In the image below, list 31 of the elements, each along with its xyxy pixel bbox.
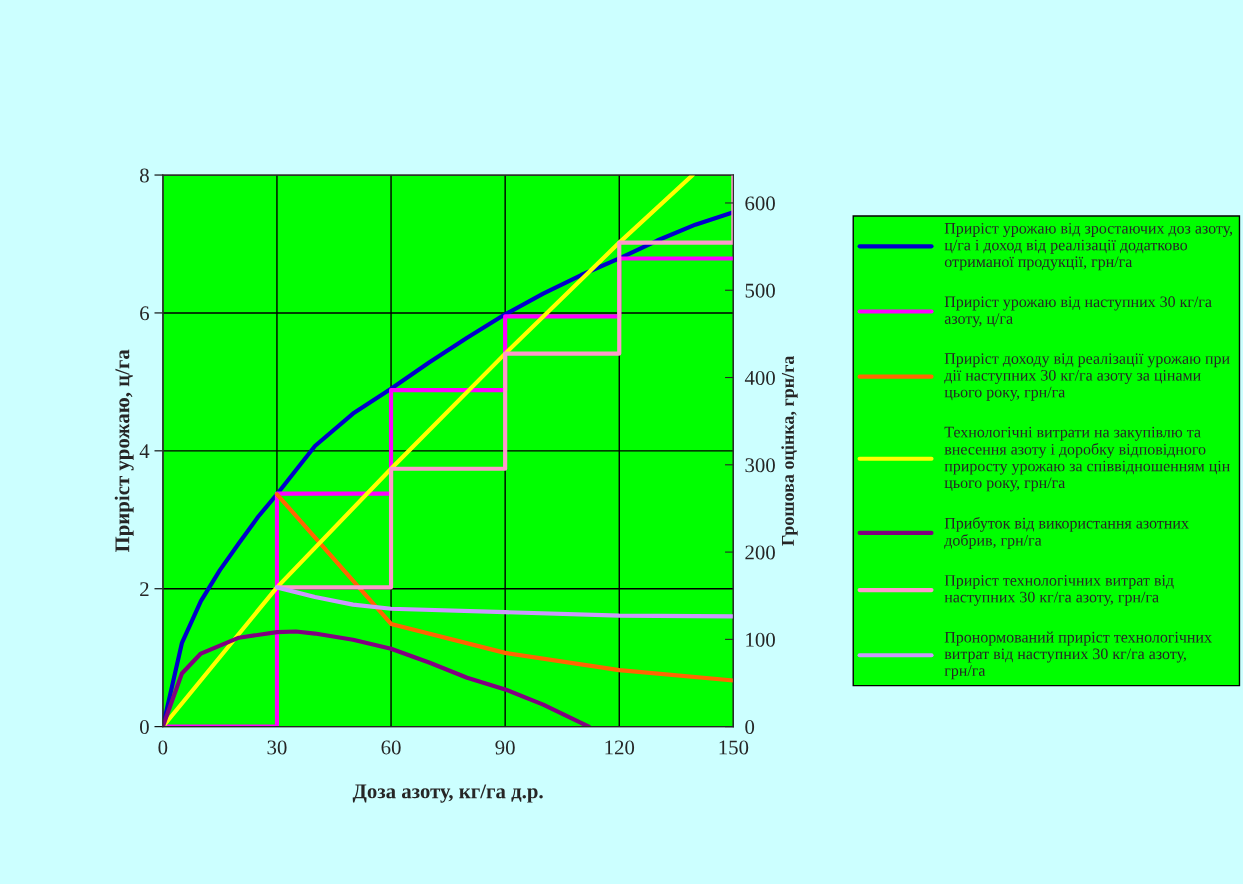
- x-axis-title: Доза азоту, кг/га д.р.: [352, 784, 543, 803]
- legend-label: Прибуток від використання азотних добрив, грн/га: [944, 516, 1189, 549]
- legend-label: Приріст урожаю від наступних 30 кг/га азоту, ц/га: [944, 296, 1212, 328]
- y-tick-label: 8: [140, 168, 149, 183]
- y-axis-title: Приріст урожаю, ц/га: [114, 349, 134, 553]
- x-tick-label: 120: [605, 740, 635, 755]
- y-tick-label: 6: [140, 306, 150, 321]
- legend-label: Приріст урожаю від зростаючих доз азоту, ц/га і доход від реалізації додатково отриманої продукції, грн/га: [944, 222, 1233, 271]
- y2-tick-label: 300: [745, 458, 775, 473]
- y2-tick-label: 500: [745, 283, 775, 298]
- x-tick-label: 0: [158, 740, 168, 755]
- y2-tick-label: 200: [745, 545, 775, 560]
- x-tick-label: 30: [267, 740, 287, 755]
- legend-label: Приріст технологічних витрат від наступних 30 кг/га азоту, грн/га: [944, 575, 1174, 606]
- x-tick-label: 150: [719, 740, 749, 755]
- y2-tick-label: 600: [745, 196, 775, 211]
- y2-tick-label: 100: [746, 632, 775, 647]
- legend-label: Технологічні витрати на закупівлю та внесення азоту і доробку відповідного приросту урожаю за співвідношенням цін цього року, грн/га: [944, 426, 1230, 492]
- legend-label: Приріст доходу від реалізації урожаю при дії наступних 30 кг/га азоту за цінами цього року, грн/га: [944, 353, 1230, 401]
- y-tick-label: 0: [140, 720, 149, 735]
- y2-axis-title: Грошова оцінка, грн/га: [781, 355, 798, 546]
- x-tick-label: 60: [381, 740, 401, 755]
- x-tick-label: 90: [495, 740, 515, 755]
- y2-tick-label: 400: [744, 370, 775, 385]
- y-tick-label: 4: [139, 444, 150, 459]
- line-series: [274, 492, 734, 683]
- y2-tick-label: 0: [745, 720, 755, 735]
- y-tick-label: 2: [140, 582, 149, 596]
- line-series: [274, 585, 734, 619]
- line-series: [162, 629, 591, 727]
- legend-label: Пронормований приріст технологічних витрат від наступних 30 кг/га азоту, грн/га: [944, 631, 1212, 680]
